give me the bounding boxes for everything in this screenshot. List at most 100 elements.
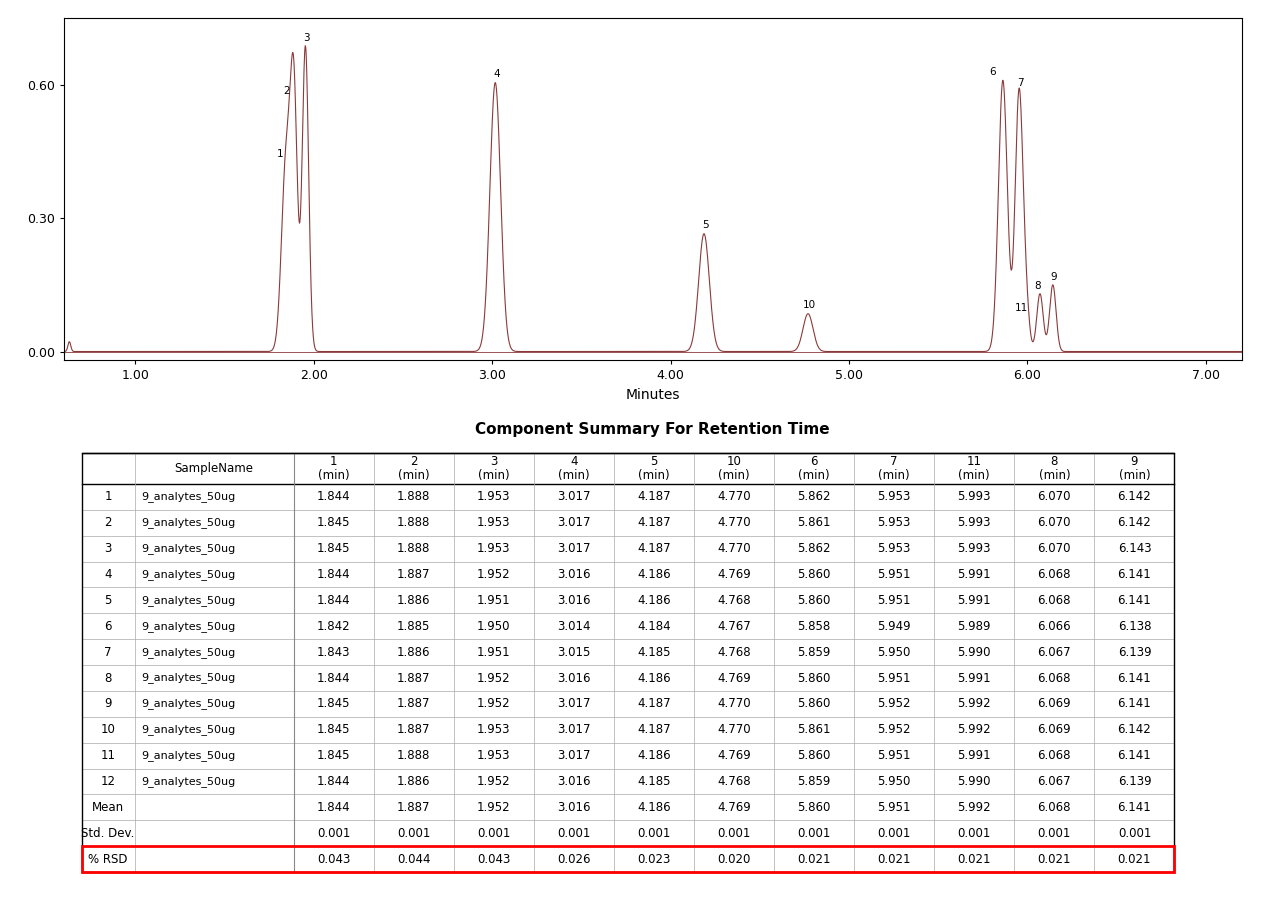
Text: 9_analytes_50ug: 9_analytes_50ug: [142, 620, 236, 632]
Text: 3.017: 3.017: [557, 542, 590, 555]
Text: 7: 7: [1016, 78, 1024, 88]
Text: 1.952: 1.952: [477, 697, 511, 710]
Text: 0.026: 0.026: [557, 853, 590, 865]
Text: 3.014: 3.014: [557, 619, 590, 633]
Text: 0.020: 0.020: [717, 853, 751, 865]
Text: 7: 7: [891, 455, 899, 468]
Text: 9_analytes_50ug: 9_analytes_50ug: [142, 698, 236, 709]
Text: 1.888: 1.888: [397, 542, 430, 555]
Text: 0.001: 0.001: [797, 827, 831, 840]
Text: (min): (min): [878, 469, 910, 482]
Text: 0.043: 0.043: [477, 853, 511, 865]
Text: 5.858: 5.858: [797, 619, 831, 633]
Text: 1.842: 1.842: [317, 619, 351, 633]
Text: 5: 5: [105, 594, 111, 607]
Text: 0.044: 0.044: [397, 853, 430, 865]
Text: 1.888: 1.888: [397, 491, 430, 503]
Text: 6.141: 6.141: [1117, 568, 1151, 581]
Text: 5: 5: [701, 220, 708, 230]
Text: 10: 10: [727, 455, 741, 468]
Text: (min): (min): [1119, 469, 1151, 482]
Text: 5.860: 5.860: [797, 568, 831, 581]
Bar: [82, 453, 1175, 873]
Text: 1.845: 1.845: [317, 749, 351, 762]
Text: 5.860: 5.860: [797, 801, 831, 814]
Text: 0.001: 0.001: [557, 827, 590, 840]
Text: 5.859: 5.859: [797, 775, 831, 788]
Text: 3.017: 3.017: [557, 723, 590, 736]
Text: 4.767: 4.767: [717, 619, 751, 633]
Text: 5.951: 5.951: [878, 671, 911, 685]
Text: 0.001: 0.001: [878, 827, 911, 840]
Text: 1.887: 1.887: [397, 697, 430, 710]
Text: 6.070: 6.070: [1038, 491, 1071, 503]
Text: 4.186: 4.186: [637, 594, 671, 607]
Text: 4.187: 4.187: [637, 697, 671, 710]
Text: 6.141: 6.141: [1117, 697, 1151, 710]
Text: 1.953: 1.953: [477, 749, 511, 762]
Text: 1.844: 1.844: [317, 491, 351, 503]
Text: 1.888: 1.888: [397, 516, 430, 530]
Text: 1.887: 1.887: [397, 801, 430, 814]
Text: 1.844: 1.844: [317, 671, 351, 685]
Text: 4.185: 4.185: [637, 646, 671, 658]
Text: 0.021: 0.021: [957, 853, 991, 865]
Text: 1.886: 1.886: [397, 594, 430, 607]
Text: 1.843: 1.843: [317, 646, 351, 658]
Text: 7: 7: [105, 646, 111, 658]
Text: 0.001: 0.001: [477, 827, 511, 840]
Text: (min): (min): [639, 469, 669, 482]
Text: 0.023: 0.023: [637, 853, 671, 865]
Text: 2: 2: [105, 516, 111, 530]
Text: (min): (min): [799, 469, 829, 482]
Text: (min): (min): [1038, 469, 1070, 482]
Text: 6.139: 6.139: [1117, 775, 1151, 788]
Text: 5.949: 5.949: [877, 619, 911, 633]
Text: % RSD: % RSD: [88, 853, 128, 865]
Text: 3.017: 3.017: [557, 491, 590, 503]
Text: 9_analytes_50ug: 9_analytes_50ug: [142, 673, 236, 684]
Text: 1.844: 1.844: [317, 594, 351, 607]
Text: 6.138: 6.138: [1117, 619, 1151, 633]
Text: 0.001: 0.001: [317, 827, 351, 840]
Text: 4: 4: [493, 69, 499, 79]
Text: 6.141: 6.141: [1117, 594, 1151, 607]
Text: 10: 10: [803, 300, 815, 310]
Text: 1.951: 1.951: [477, 594, 511, 607]
Text: 4.768: 4.768: [717, 646, 751, 658]
Text: 0.001: 0.001: [957, 827, 991, 840]
Text: 9_analytes_50ug: 9_analytes_50ug: [142, 595, 236, 606]
Text: 5.992: 5.992: [957, 697, 991, 710]
Text: 6.139: 6.139: [1117, 646, 1151, 658]
Text: 5.991: 5.991: [957, 671, 991, 685]
Text: 6.069: 6.069: [1038, 697, 1071, 710]
Text: 4.186: 4.186: [637, 801, 671, 814]
Text: 5.993: 5.993: [957, 491, 991, 503]
Text: Std. Dev.: Std. Dev.: [82, 827, 134, 840]
Text: 1.887: 1.887: [397, 671, 430, 685]
Text: 4.187: 4.187: [637, 491, 671, 503]
Text: 1.887: 1.887: [397, 723, 430, 736]
Text: 0.021: 0.021: [797, 853, 831, 865]
Text: 6.068: 6.068: [1038, 801, 1071, 814]
Text: 9_analytes_50ug: 9_analytes_50ug: [142, 647, 236, 658]
Text: 5.953: 5.953: [878, 516, 911, 530]
Text: 1.844: 1.844: [317, 801, 351, 814]
Text: 6.070: 6.070: [1038, 516, 1071, 530]
Text: (min): (min): [959, 469, 991, 482]
Text: 5.990: 5.990: [957, 775, 991, 788]
Text: 6.070: 6.070: [1038, 542, 1071, 555]
Text: 4.769: 4.769: [717, 568, 751, 581]
Text: 1.953: 1.953: [477, 723, 511, 736]
Text: 4.186: 4.186: [637, 568, 671, 581]
Text: 0.001: 0.001: [1038, 827, 1071, 840]
Text: 10: 10: [101, 723, 115, 736]
Text: 1: 1: [278, 150, 284, 160]
Text: 5.861: 5.861: [797, 723, 831, 736]
Text: 5.991: 5.991: [957, 568, 991, 581]
Text: 9_analytes_50ug: 9_analytes_50ug: [142, 492, 236, 502]
Text: 4.187: 4.187: [637, 723, 671, 736]
Text: 1.953: 1.953: [477, 516, 511, 530]
Text: 6.068: 6.068: [1038, 749, 1071, 762]
Text: 0.021: 0.021: [878, 853, 911, 865]
